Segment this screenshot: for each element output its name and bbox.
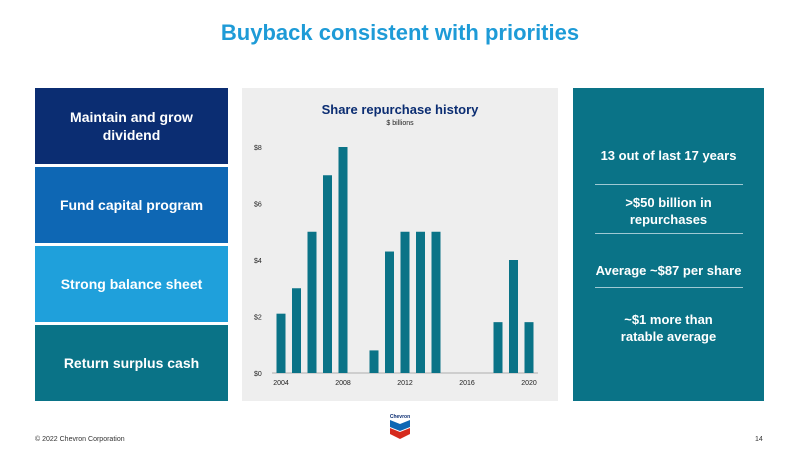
bar-2007 (323, 175, 332, 373)
bar-2008 (338, 147, 348, 373)
x-tick-label: 2012 (397, 380, 413, 387)
logo-chevron-bottom (390, 428, 410, 439)
facts-panel (573, 88, 764, 401)
bar-2010 (369, 350, 379, 373)
bar-2004 (276, 313, 286, 373)
x-tick-label: 2008 (335, 380, 351, 387)
logo-chevron-top (390, 420, 410, 431)
priority-maintain-dividend: Maintain and grow dividend (35, 88, 228, 164)
x-tick-label: 2016 (459, 380, 475, 387)
priority-fund-capital: Fund capital program (35, 167, 228, 243)
bar-2005 (292, 288, 301, 373)
fact-divider (595, 184, 743, 185)
x-tick-label: 2004 (273, 380, 289, 387)
fact-total-repurchases: >$50 billion in repurchases (625, 195, 712, 227)
bar-2014 (431, 231, 441, 373)
fact-ratable-average: ~$1 more than ratable average (620, 312, 717, 344)
fact-average-price: Average ~$87 per share (595, 263, 742, 278)
bar-2019 (509, 260, 518, 373)
share-repurchase-chart: Share repurchase history $ billions $0 $2 $4… (254, 102, 538, 387)
slide-title: Buyback consistent with priorities (220, 20, 580, 45)
priority-balance-sheet: Strong balance sheet (35, 246, 228, 322)
bar-2006 (307, 231, 317, 373)
y-tick-label: $6 (254, 202, 262, 209)
x-tick-label: 2020 (521, 380, 537, 387)
fact-years: 13 out of last 17 years (600, 148, 737, 163)
y-tick-label: $8 (254, 145, 262, 152)
bar-2012 (400, 231, 410, 373)
bar-2020 (524, 322, 534, 373)
copyright-footer: © 2022 Chevron Corporation (35, 436, 125, 443)
y-tick-label: $2 (254, 315, 262, 322)
logo-wordmark: Chevron (390, 414, 410, 420)
chart-subtitle: $ billions (386, 120, 414, 127)
priority-return-cash: Return surplus cash (35, 325, 228, 401)
chart-title: Share repurchase history (322, 102, 480, 117)
bar-2018 (493, 322, 503, 373)
fact-divider (595, 233, 743, 234)
bar-2011 (385, 251, 394, 373)
bar-2013 (416, 231, 425, 373)
page-number: 14 (755, 436, 763, 443)
fact-divider (595, 287, 743, 288)
y-tick-label: $0 (254, 371, 262, 378)
chevron-logo: Chevron (390, 414, 410, 439)
y-tick-label: $4 (254, 258, 262, 265)
